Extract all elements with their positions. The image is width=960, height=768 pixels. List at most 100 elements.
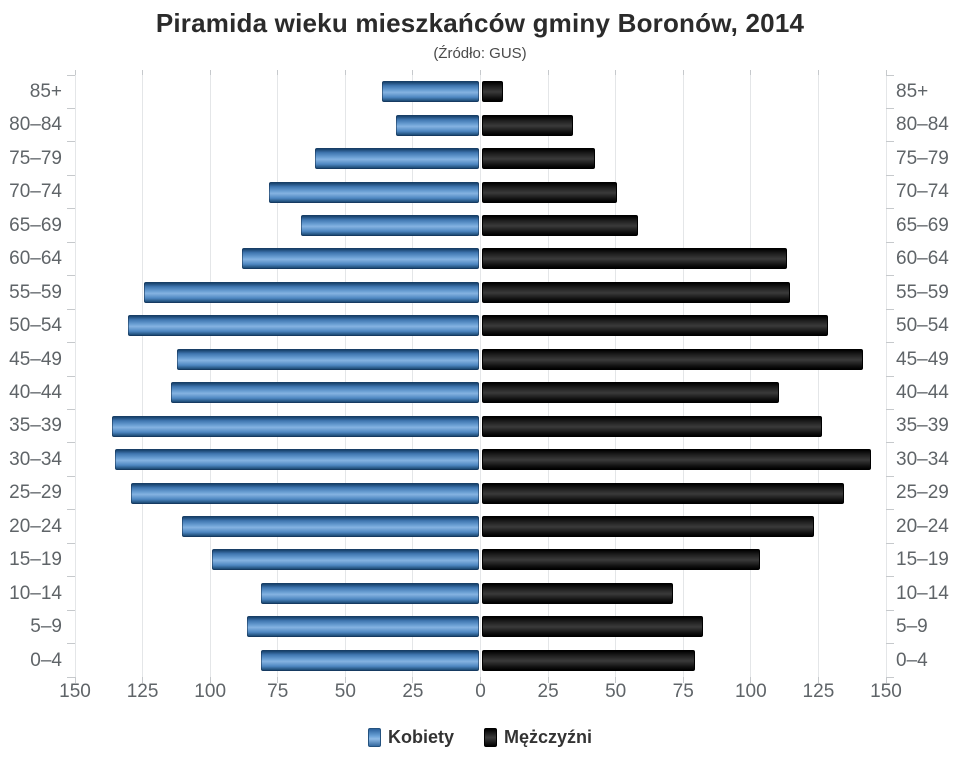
axis-tick-bottom	[74, 677, 76, 683]
gridline	[817, 75, 819, 677]
bar-mężczyźni-0–4	[481, 649, 696, 671]
age-label-left: 85+	[29, 81, 62, 102]
bar-mężczyźni-30–34	[481, 449, 871, 471]
gridline	[277, 75, 279, 677]
bar-mężczyźni-35–39	[481, 415, 823, 437]
bar-mężczyźni-50–54	[481, 315, 828, 337]
bar-kobiety-30–34	[114, 449, 480, 471]
x-axis-tick-label: 125	[802, 681, 835, 702]
x-axis-tick-label: 150	[870, 681, 902, 702]
row-tick-left	[67, 676, 75, 678]
bar-kobiety-15–19	[211, 549, 480, 571]
bar-kobiety-5–9	[247, 616, 480, 638]
bar-kobiety-50–54	[128, 315, 480, 337]
age-label-right: 25–29	[896, 482, 949, 504]
bar-kobiety-55–59	[144, 281, 480, 303]
x-axis-tick-label: 75	[267, 681, 289, 702]
age-label-right: 45–49	[896, 348, 949, 370]
bar-kobiety-35–39	[111, 415, 480, 437]
bar-kobiety-45–49	[176, 348, 480, 370]
bar-kobiety-65–69	[301, 215, 480, 236]
age-label-right: 70–74	[896, 181, 949, 203]
bar-kobiety-80–84	[395, 114, 480, 136]
row-tick-left	[67, 107, 75, 109]
bar-kobiety-70–74	[268, 181, 480, 203]
row-tick-right	[886, 609, 894, 611]
axis-tick-bottom	[885, 677, 887, 683]
legend-label: Mężczyźni	[503, 726, 593, 747]
row-tick-right	[886, 342, 894, 344]
axis-tick-top	[412, 70, 414, 75]
axis-tick-bottom	[750, 677, 752, 683]
row-tick-left	[67, 475, 75, 477]
axis-tick-bottom	[480, 677, 481, 683]
row-tick-right	[886, 542, 894, 544]
x-axis-tick-label: 100	[734, 681, 767, 702]
gridline	[615, 75, 617, 677]
axis-tick-top	[74, 70, 76, 75]
row-tick-right	[886, 643, 894, 645]
axis-tick-top	[277, 70, 279, 75]
bar-kobiety-25–29	[130, 482, 480, 504]
row-tick-right	[886, 375, 894, 377]
row-tick-left	[67, 241, 75, 243]
gridline	[142, 75, 144, 677]
age-label-left: 70–74	[9, 181, 62, 203]
row-tick-left	[67, 275, 75, 277]
row-tick-right	[886, 475, 894, 477]
axis-tick-top	[547, 70, 549, 75]
age-label-left: 0–4	[30, 649, 62, 671]
age-label-left: 10–14	[9, 582, 62, 604]
bar-kobiety-10–14	[260, 582, 480, 604]
bar-mężczyźni-10–14	[481, 582, 674, 604]
age-label-right: 55–59	[896, 281, 949, 303]
age-label-left: 40–44	[9, 382, 62, 403]
row-tick-right	[886, 241, 894, 243]
legend-label: Kobiety	[387, 726, 454, 747]
legend-swatch-icon	[483, 727, 497, 747]
bar-kobiety-40–44	[171, 382, 480, 404]
gridline	[344, 75, 346, 677]
bar-mężczyźni-5–9	[481, 616, 704, 638]
gridline	[412, 75, 414, 677]
row-tick-left	[67, 174, 75, 176]
row-tick-left	[67, 408, 75, 410]
age-label-left: 25–29	[9, 482, 62, 504]
bar-mężczyźni-25–29	[481, 482, 844, 504]
bar-kobiety-0–4	[260, 649, 480, 671]
bar-mężczyźni-80–84	[481, 114, 574, 136]
row-tick-left	[67, 576, 75, 578]
axis-tick-top	[480, 70, 481, 75]
x-axis-tick-label: 0	[475, 681, 486, 702]
bar-mężczyźni-15–19	[481, 549, 760, 571]
bar-kobiety-75–79	[314, 148, 480, 170]
age-label-left: 55–59	[9, 281, 62, 303]
age-label-left: 75–79	[9, 147, 62, 169]
legend: Kobiety Mężczyźni	[0, 722, 960, 752]
row-tick-right	[886, 308, 894, 310]
x-axis-tick-label: 150	[59, 681, 91, 702]
axis-tick-top	[209, 70, 211, 75]
axis-tick-top	[750, 70, 752, 75]
row-tick-right	[886, 676, 894, 678]
row-tick-left	[67, 375, 75, 377]
age-label-left: 60–64	[9, 248, 62, 270]
x-axis-tick-label: 125	[126, 681, 159, 702]
x-axis-tick-label: 100	[194, 681, 227, 702]
age-label-right: 0–4	[896, 649, 928, 671]
axis-tick-top	[885, 70, 887, 75]
gridline	[209, 75, 211, 677]
bar-kobiety-20–24	[182, 516, 480, 537]
bar-mężczyźni-45–49	[481, 348, 863, 370]
row-tick-right	[886, 442, 894, 444]
age-label-right: 85+	[896, 81, 929, 102]
gridline	[74, 75, 76, 677]
row-tick-right	[886, 174, 894, 176]
age-label-right: 65–69	[896, 214, 949, 236]
age-label-right: 20–24	[896, 515, 949, 537]
age-label-right: 5–9	[896, 616, 928, 638]
gridline	[480, 75, 481, 677]
bar-mężczyźni-60–64	[481, 248, 787, 270]
row-tick-left	[67, 342, 75, 344]
